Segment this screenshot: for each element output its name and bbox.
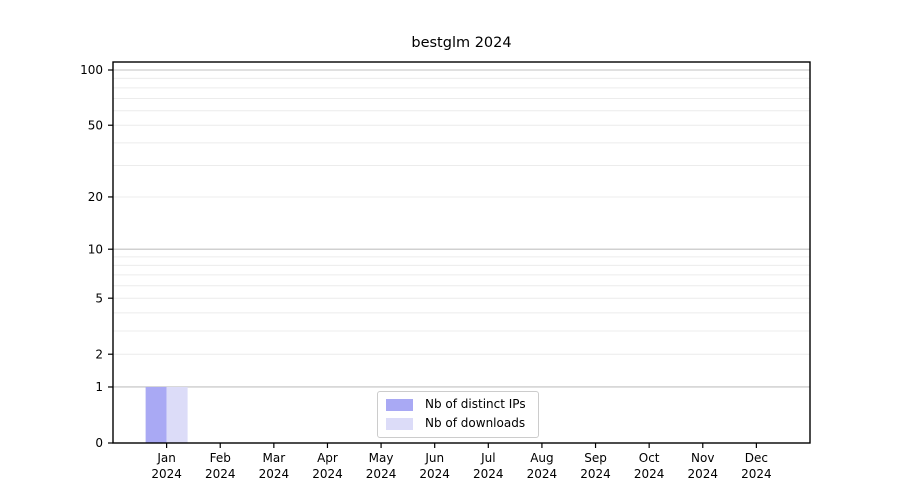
x-tick-label-month: Feb [210, 451, 231, 465]
x-tick-label-year: 2024 [527, 467, 558, 481]
x-tick-label-year: 2024 [205, 467, 236, 481]
x-tick-label-month: Nov [691, 451, 714, 465]
x-tick-label-year: 2024 [580, 467, 611, 481]
x-tick-label-month: Sep [584, 451, 607, 465]
x-tick-label-year: 2024 [741, 467, 772, 481]
x-tick-label-month: Apr [317, 451, 338, 465]
y-tick-label: 100 [80, 63, 103, 77]
legend-swatch-distinct-ips [386, 398, 413, 411]
x-tick-label-year: 2024 [419, 467, 450, 481]
legend-item-downloads: Nb of downloads [386, 416, 526, 431]
x-tick-label-year: 2024 [312, 467, 343, 481]
x-tick-label-month: Aug [530, 451, 553, 465]
legend-label-distinct-ips: Nb of distinct IPs [425, 397, 526, 411]
chart-title: bestglm 2024 [411, 35, 512, 51]
legend-label-downloads: Nb of downloads [425, 416, 526, 430]
y-tick-label: 2 [95, 347, 103, 361]
y-tick-label: 20 [88, 190, 103, 204]
legend-swatch-downloads [386, 417, 413, 430]
x-tick-label-month: Jun [424, 451, 444, 465]
bar-distinct-ips [145, 386, 167, 443]
x-tick-label-month: Dec [745, 451, 768, 465]
legend-item-distinct-ips: Nb of distinct IPs [386, 397, 526, 412]
plot-border [112, 61, 811, 444]
x-tick-label-month: Jan [156, 451, 176, 465]
y-tick-label: 5 [95, 291, 103, 305]
x-tick-label-month: Jul [480, 451, 495, 465]
y-tick-label: 1 [95, 380, 103, 394]
x-tick-label-year: 2024 [366, 467, 397, 481]
x-tick-label-year: 2024 [634, 467, 665, 481]
x-tick-label-year: 2024 [151, 467, 182, 481]
x-tick-label-year: 2024 [473, 467, 504, 481]
x-tick-label-year: 2024 [687, 467, 718, 481]
x-tick-label-year: 2024 [259, 467, 290, 481]
x-tick-label-month: May [369, 451, 394, 465]
x-tick-label-month: Mar [263, 451, 286, 465]
legend: Nb of distinct IPs Nb of downloads [377, 391, 539, 438]
x-tick-label-month: Oct [639, 451, 660, 465]
y-tick-label: 10 [88, 242, 103, 256]
bar-downloads [166, 386, 188, 443]
y-tick-label: 50 [88, 118, 103, 132]
y-tick-label: 0 [95, 436, 103, 450]
